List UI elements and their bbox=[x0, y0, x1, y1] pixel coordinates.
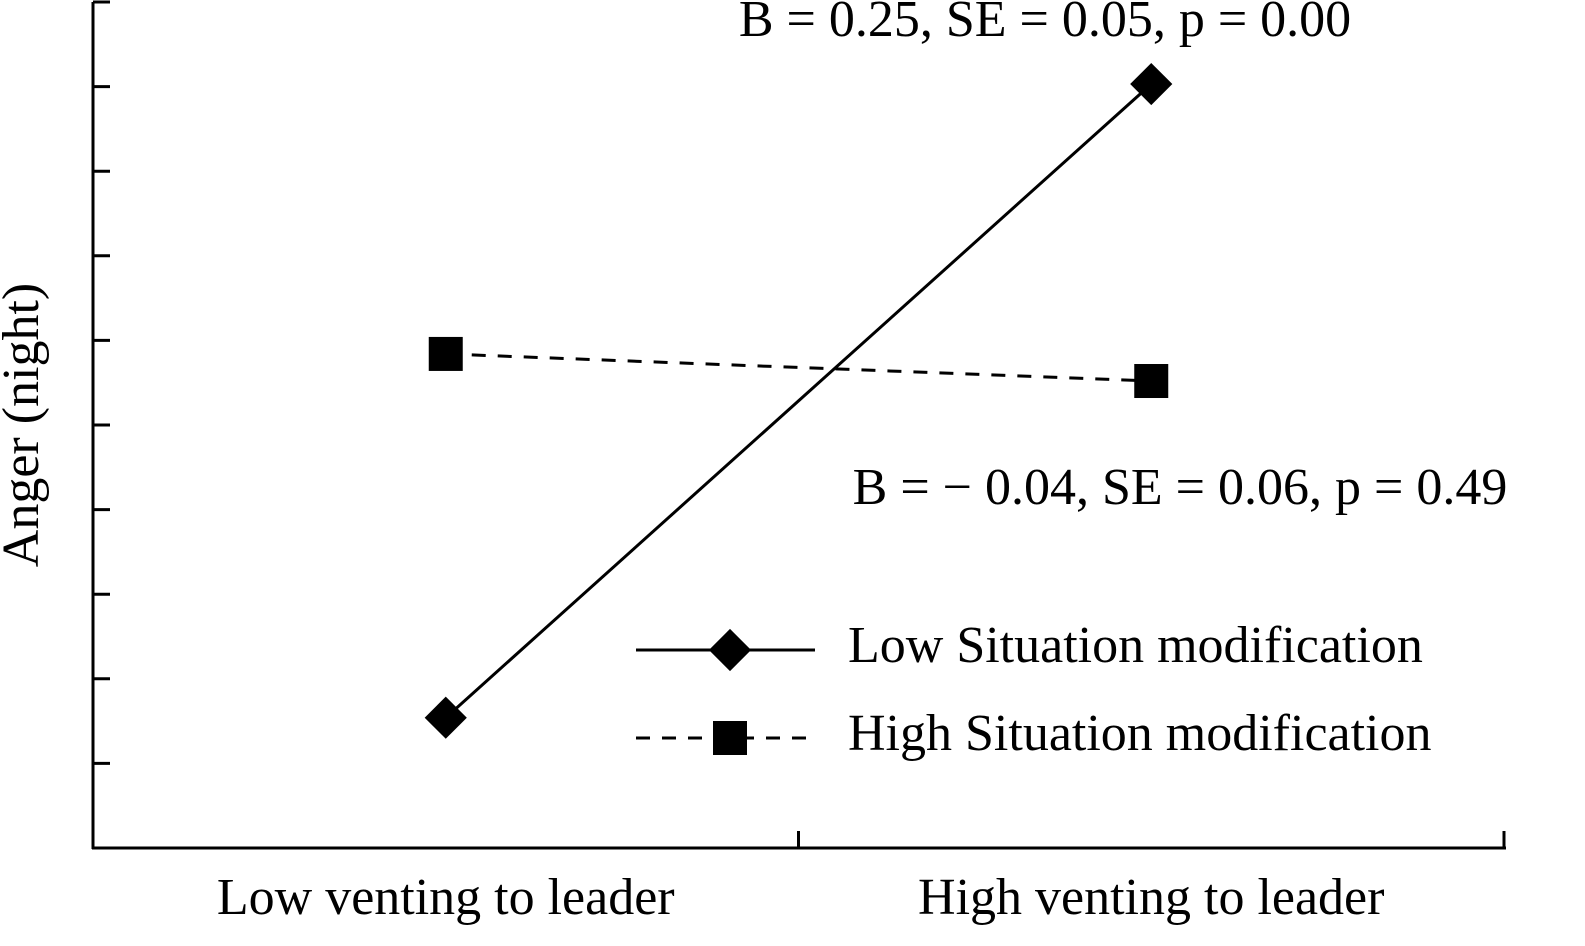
x-tick-label: Low venting to leader bbox=[217, 869, 675, 926]
data-point bbox=[1134, 364, 1169, 399]
series-line bbox=[445, 352, 1152, 383]
legend-marker bbox=[713, 721, 747, 755]
legend-label: Low Situation modification bbox=[848, 617, 1423, 674]
x-tick-label: High venting to leader bbox=[918, 869, 1384, 926]
y-axis-label: Anger (night) bbox=[0, 283, 50, 567]
legend-marker bbox=[708, 628, 752, 672]
data-point bbox=[428, 336, 463, 371]
legend-label: High Situation modification bbox=[848, 705, 1432, 762]
data-point bbox=[1130, 62, 1173, 106]
series-line bbox=[444, 82, 1153, 719]
annotation: B = 0.25, SE = 0.05, p = 0.00 bbox=[739, 0, 1351, 48]
data-point bbox=[424, 696, 467, 739]
annotation: B = − 0.04, SE = 0.06, p = 0.49 bbox=[853, 459, 1508, 516]
